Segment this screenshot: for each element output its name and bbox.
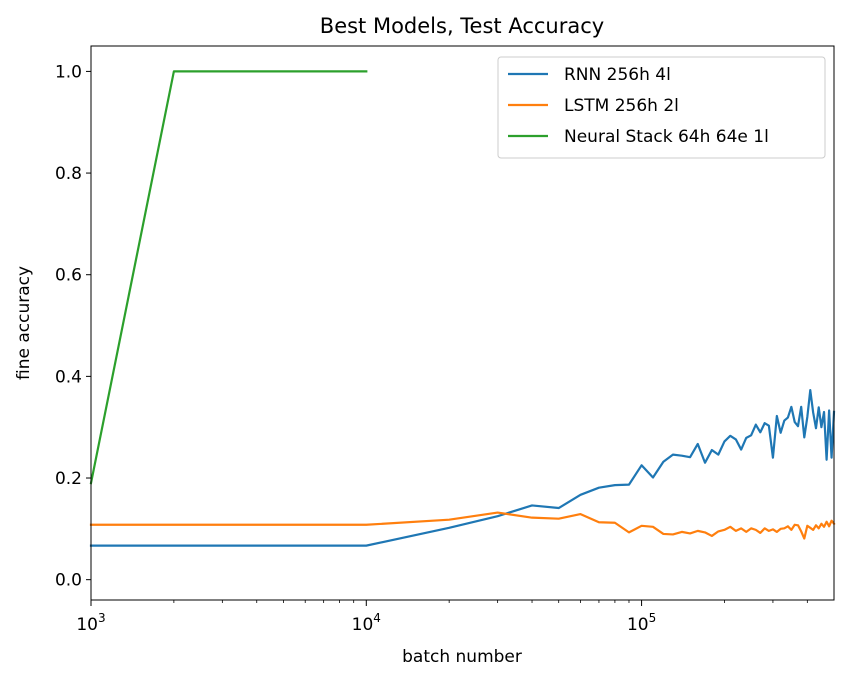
- ticks-layer: 0.0 0.2 0.4 0.6 0.8 1.0 103 104 105: [55, 62, 808, 635]
- plot-frame: [90, 45, 835, 601]
- x-axis-label: batch number: [402, 647, 522, 667]
- y-tick-label: 0.0: [55, 571, 82, 591]
- series-line-0: [89, 388, 836, 547]
- y-tick-label: 0.6: [55, 266, 82, 286]
- x-tick-label: 103: [76, 611, 105, 635]
- legend-box: [497, 56, 826, 159]
- chart-title: Best Models, Test Accuracy: [320, 14, 604, 38]
- y-tick-label: 0.8: [55, 164, 82, 184]
- legend-label-2: Neural Stack 64h 64e 1l: [564, 127, 769, 147]
- legend-label-0: RNN 256h 4l: [564, 65, 671, 85]
- y-tick-label: 0.2: [55, 469, 82, 489]
- y-tick-label: 0.4: [55, 367, 82, 387]
- y-tick-label: 1.0: [55, 62, 82, 82]
- y-axis-label: fine accuracy: [14, 266, 34, 380]
- x-tick-label: 105: [627, 611, 656, 635]
- series-layer: [89, 70, 836, 547]
- x-tick-label: 104: [352, 611, 381, 635]
- series-line-1: [89, 511, 836, 540]
- series-line-2: [89, 70, 368, 485]
- legend: RNN 256h 4l LSTM 256h 2l Neural Stack 64h …: [497, 56, 826, 159]
- legend-label-1: LSTM 256h 2l: [564, 96, 679, 116]
